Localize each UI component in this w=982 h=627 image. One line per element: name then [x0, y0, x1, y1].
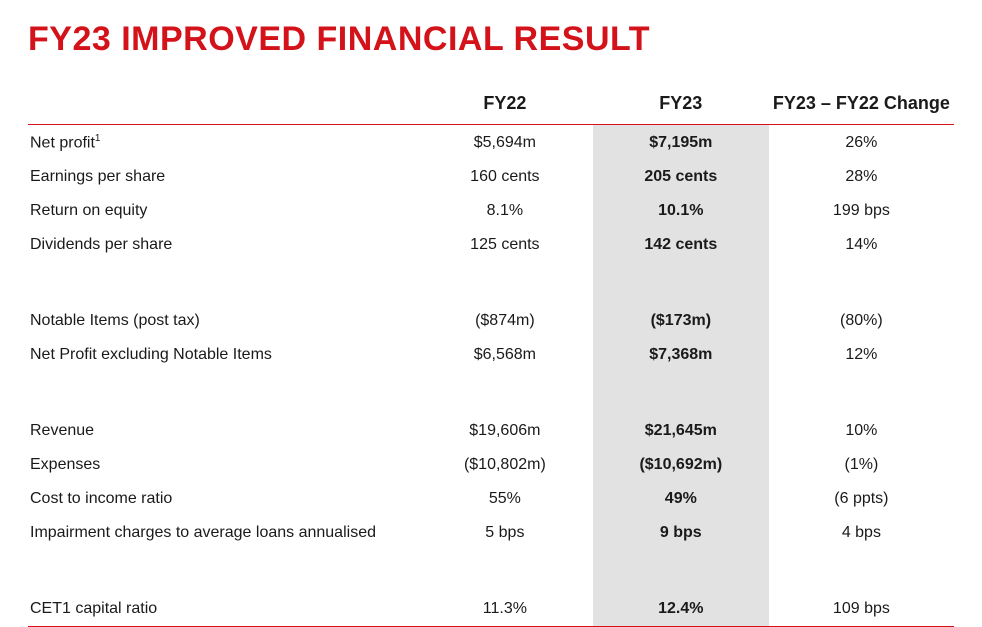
cell-fy23: 10.1%: [593, 194, 769, 228]
spacer-cell: [28, 550, 417, 592]
cell-change: 10%: [769, 414, 954, 448]
spacer-cell: [417, 372, 593, 414]
cell-fy22: ($10,802m): [417, 448, 593, 482]
table-row: Return on equity8.1%10.1%199 bps: [28, 194, 954, 228]
spacer-cell: [28, 262, 417, 304]
cell-change: 199 bps: [769, 194, 954, 228]
cell-fy22: $19,606m: [417, 414, 593, 448]
cell-fy23: $7,195m: [593, 125, 769, 161]
spacer-cell: [769, 372, 954, 414]
cell-fy23: $7,368m: [593, 338, 769, 372]
cell-fy22: 8.1%: [417, 194, 593, 228]
table-row: Expenses($10,802m)($10,692m)(1%): [28, 448, 954, 482]
spacer-cell: [769, 550, 954, 592]
cell-fy23: 49%: [593, 482, 769, 516]
cell-fy22: 11.3%: [417, 592, 593, 627]
cell-fy23: 12.4%: [593, 592, 769, 627]
cell-fy23: $21,645m: [593, 414, 769, 448]
table-row: Earnings per share160 cents205 cents28%: [28, 160, 954, 194]
row-label: Net Profit excluding Notable Items: [28, 338, 417, 372]
cell-fy23: 205 cents: [593, 160, 769, 194]
table-row: CET1 capital ratio11.3%12.4%109 bps: [28, 592, 954, 627]
cell-fy22: 55%: [417, 482, 593, 516]
row-label: CET1 capital ratio: [28, 592, 417, 627]
table-row: Dividends per share125 cents142 cents14%: [28, 228, 954, 262]
row-label: Return on equity: [28, 194, 417, 228]
footnote-marker: 1: [95, 133, 101, 144]
spacer-cell: [417, 550, 593, 592]
table-row: Notable Items (post tax)($874m)($173m)(8…: [28, 304, 954, 338]
spacer-cell: [593, 262, 769, 304]
cell-fy23: 9 bps: [593, 516, 769, 550]
table-header-row: FY22 FY23 FY23 – FY22 Change: [28, 85, 954, 125]
cell-fy22: 125 cents: [417, 228, 593, 262]
row-label: Expenses: [28, 448, 417, 482]
cell-change: 4 bps: [769, 516, 954, 550]
spacer-cell: [593, 372, 769, 414]
row-label: Earnings per share: [28, 160, 417, 194]
row-label: Revenue: [28, 414, 417, 448]
spacer-cell: [769, 262, 954, 304]
cell-fy22: $5,694m: [417, 125, 593, 161]
row-label: Cost to income ratio: [28, 482, 417, 516]
table-spacer-row: [28, 262, 954, 304]
row-label: Impairment charges to average loans annu…: [28, 516, 417, 550]
table-row: Net profit1$5,694m$7,195m26%: [28, 125, 954, 161]
col-header-fy22: FY22: [417, 85, 593, 125]
cell-fy23: ($10,692m): [593, 448, 769, 482]
table-row: Impairment charges to average loans annu…: [28, 516, 954, 550]
cell-fy23: 142 cents: [593, 228, 769, 262]
cell-change: 14%: [769, 228, 954, 262]
table-spacer-row: [28, 550, 954, 592]
spacer-cell: [593, 550, 769, 592]
table-row: Net Profit excluding Notable Items$6,568…: [28, 338, 954, 372]
cell-change: (6 ppts): [769, 482, 954, 516]
cell-fy22: 5 bps: [417, 516, 593, 550]
spacer-cell: [28, 372, 417, 414]
cell-fy22: ($874m): [417, 304, 593, 338]
cell-fy22: $6,568m: [417, 338, 593, 372]
cell-change: (1%): [769, 448, 954, 482]
cell-fy22: 160 cents: [417, 160, 593, 194]
spacer-cell: [417, 262, 593, 304]
financial-results-table: FY22 FY23 FY23 – FY22 Change Net profit1…: [28, 85, 954, 627]
cell-fy23: ($173m): [593, 304, 769, 338]
row-label: Dividends per share: [28, 228, 417, 262]
col-header-label: [28, 85, 417, 125]
cell-change: 12%: [769, 338, 954, 372]
cell-change: 26%: [769, 125, 954, 161]
cell-change: 109 bps: [769, 592, 954, 627]
col-header-change: FY23 – FY22 Change: [769, 85, 954, 125]
row-label: Notable Items (post tax): [28, 304, 417, 338]
table-spacer-row: [28, 372, 954, 414]
table-row: Revenue$19,606m$21,645m10%: [28, 414, 954, 448]
row-label: Net profit1: [28, 125, 417, 161]
cell-change: (80%): [769, 304, 954, 338]
col-header-fy23: FY23: [593, 85, 769, 125]
page-title: FY23 IMPROVED FINANCIAL RESULT: [28, 20, 954, 59]
cell-change: 28%: [769, 160, 954, 194]
table-row: Cost to income ratio55%49%(6 ppts): [28, 482, 954, 516]
